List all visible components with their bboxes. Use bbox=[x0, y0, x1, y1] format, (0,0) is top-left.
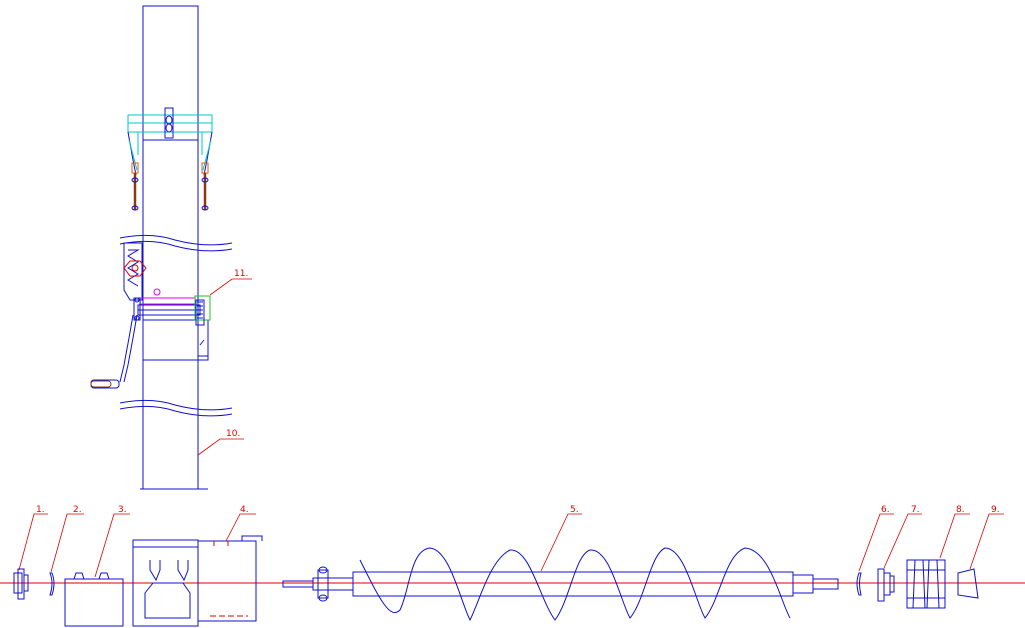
part-5-auger bbox=[282, 547, 839, 622]
callout-label-11: 11. bbox=[234, 269, 248, 279]
part-7-bearing bbox=[877, 568, 895, 602]
part-1-bearing bbox=[13, 568, 29, 600]
callout-3: 3. bbox=[94, 505, 130, 578]
top-clamp bbox=[127, 107, 213, 211]
callout-label-4: 4. bbox=[240, 505, 249, 515]
callout-8: 8. bbox=[939, 505, 970, 559]
callout-9: 9. bbox=[969, 505, 1004, 570]
vertical-tube-assembly: 11. 10. bbox=[90, 5, 252, 490]
part-6-disc bbox=[856, 572, 862, 596]
callout-11: 11. bbox=[209, 269, 252, 296]
callout-label-5: 5. bbox=[570, 505, 579, 515]
break-line-upper bbox=[119, 234, 233, 246]
callout-5: 5. bbox=[540, 505, 582, 572]
callout-label-1: 1. bbox=[36, 505, 45, 515]
callout-label-7: 7. bbox=[911, 505, 920, 515]
callout-label-10: 10. bbox=[226, 429, 240, 439]
winch-gearbox bbox=[90, 288, 211, 389]
callout-10: 10. bbox=[197, 429, 244, 456]
callout-6: 6. bbox=[858, 505, 894, 572]
break-line-lower bbox=[119, 399, 233, 411]
callout-7: 7. bbox=[883, 505, 922, 569]
part-8-pulley bbox=[906, 559, 946, 609]
callout-label-6: 6. bbox=[881, 505, 890, 515]
callout-label-8: 8. bbox=[956, 505, 965, 515]
part-9-cone bbox=[957, 568, 979, 599]
callout-label-9: 9. bbox=[991, 505, 1000, 515]
callout-1: 1. bbox=[18, 505, 48, 571]
callout-2: 2. bbox=[50, 505, 84, 573]
callout-label-2: 2. bbox=[73, 505, 82, 515]
part-2-disc bbox=[49, 572, 55, 596]
tube-body bbox=[142, 5, 199, 490]
part-4-hopper bbox=[132, 535, 263, 627]
part-3-housing bbox=[64, 572, 124, 627]
callout-label-3: 3. bbox=[118, 505, 127, 515]
callout-4: 4. bbox=[225, 505, 256, 542]
ratchet-rack bbox=[123, 242, 147, 301]
